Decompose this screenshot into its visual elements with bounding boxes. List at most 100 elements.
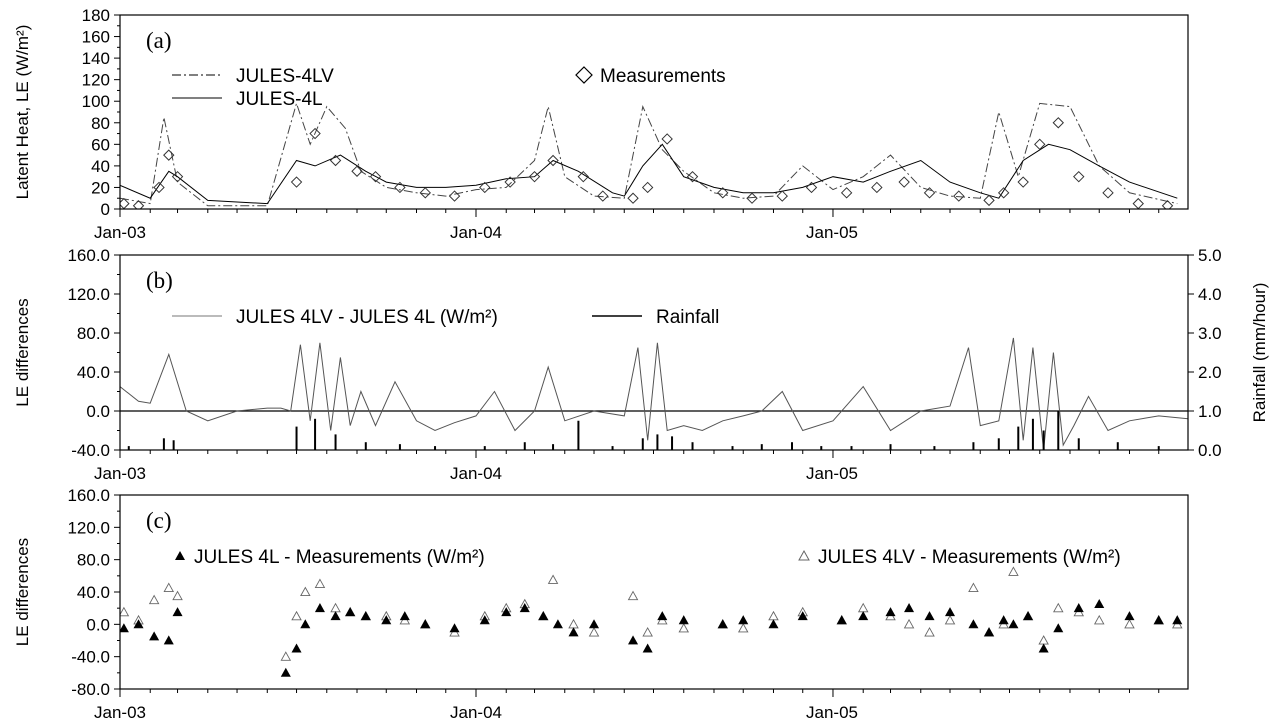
point-jules-4l-minus-measurements xyxy=(945,607,956,617)
measurement-point xyxy=(132,200,145,209)
y-tick-label: 140 xyxy=(82,49,110,68)
measurement-point xyxy=(153,181,165,194)
legend-label-rainfall: Rainfall xyxy=(656,307,719,328)
y-tick-label: -40.0 xyxy=(71,648,110,667)
y-tick-label: -40.0 xyxy=(71,441,110,460)
point-jules-4l-minus-measurements xyxy=(280,667,291,677)
point-jules-4l-minus-measurements xyxy=(628,635,639,645)
point-jules-4lv-minus-measurements xyxy=(588,626,600,637)
legend-label-jules-4l-minus-measurements: JULES 4L - Measurements (W/m²) xyxy=(194,547,485,568)
measurement-point xyxy=(290,176,303,188)
point-jules-4lv-minus-measurements xyxy=(120,606,130,617)
point-jules-4lv-minus-measurements xyxy=(148,594,160,605)
point-jules-4l-minus-measurements xyxy=(1153,615,1164,625)
plot-frame xyxy=(119,254,1189,451)
point-jules-4lv-minus-measurements xyxy=(1053,602,1064,613)
point-jules-4l-minus-measurements xyxy=(120,623,129,633)
point-jules-4l-minus-measurements xyxy=(552,619,563,629)
point-jules-4l-minus-measurements xyxy=(1124,611,1135,621)
point-jules-4lv-minus-measurements xyxy=(1038,635,1049,645)
plot-area xyxy=(120,337,1188,450)
y-tick-label: 0 xyxy=(101,200,110,219)
legend-swatch-measurements xyxy=(575,66,593,84)
legend-swatch-jules-4lv-minus-measurements xyxy=(798,549,810,561)
measurement-point xyxy=(394,181,406,194)
point-jules-4lv-minus-measurements xyxy=(1008,566,1019,576)
series-line-jules-4lv xyxy=(120,101,1178,207)
y-tick-label: 40.0 xyxy=(77,583,110,602)
y-tick-label: 160.0 xyxy=(67,246,110,265)
point-jules-4l-minus-measurements xyxy=(420,619,431,629)
point-jules-4l-minus-measurements xyxy=(968,619,979,629)
point-jules-4l-minus-measurements xyxy=(768,619,779,629)
measurement-point xyxy=(641,181,654,194)
measurement-point xyxy=(871,181,883,194)
measurement-point xyxy=(717,187,729,199)
point-jules-4l-minus-measurements xyxy=(149,631,160,641)
legend-label-difference: JULES 4LV - JULES 4L (W/m²) xyxy=(236,307,498,328)
measurement-point xyxy=(163,149,175,161)
point-jules-4lv-minus-measurements xyxy=(627,590,639,601)
measurement-point xyxy=(686,170,699,183)
panel-c: -80.0 -40.0 0.0 40.0 80.0 120.0 160.0 Jan-03 Jan… xyxy=(13,486,1189,722)
legend-label-measurements: Measurements xyxy=(600,66,726,87)
y-tick-label: 180 xyxy=(82,6,110,25)
measurement-point xyxy=(627,192,639,204)
point-jules-4lv-minus-measurements xyxy=(642,626,653,637)
point-jules-4l-minus-measurements xyxy=(172,607,183,617)
point-jules-4l-minus-measurements xyxy=(381,615,392,625)
measurement-point xyxy=(898,176,910,188)
x-tick-label: Jan-05 xyxy=(806,223,858,242)
point-jules-4lv-minus-measurements xyxy=(547,574,559,584)
point-jules-4l-minus-measurements xyxy=(133,619,144,629)
measurement-point xyxy=(953,190,965,202)
y-tick-label: 0.0 xyxy=(86,402,110,421)
point-jules-4l-minus-measurements xyxy=(998,615,1009,625)
point-jules-4l-minus-measurements xyxy=(1023,611,1034,621)
measurement-point xyxy=(1161,200,1174,209)
point-jules-4l-minus-measurements xyxy=(538,611,549,621)
point-jules-4lv-minus-measurements xyxy=(568,618,579,629)
y-tick-label: 40 xyxy=(91,157,110,176)
y-tick-label: 120 xyxy=(82,71,110,90)
y2-tick-label: 4.0 xyxy=(1198,285,1222,304)
y-axis-label: LE differences xyxy=(13,298,32,406)
legend-label-jules-4l: JULES-4L xyxy=(236,89,323,110)
measurement-point xyxy=(840,187,853,199)
y-tick-label: 80 xyxy=(91,114,110,133)
point-jules-4l-minus-measurements xyxy=(642,643,653,653)
measurement-point xyxy=(1017,176,1029,188)
point-jules-4l-minus-measurements xyxy=(885,607,896,617)
measurement-point xyxy=(1102,187,1114,199)
y-tick-label: -80.0 xyxy=(71,680,110,699)
y-tick-label: 160.0 xyxy=(67,486,110,505)
y-tick-label: 20 xyxy=(91,178,110,197)
x-tick-label: Jan-05 xyxy=(806,703,858,722)
point-jules-4l-minus-measurements xyxy=(984,627,995,637)
panel-a: 0 20 40 60 80 100 120 140 160 180 Jan-03 Jan-04 Jan-… xyxy=(13,6,1189,242)
x-tick-label: Jan-04 xyxy=(450,223,502,242)
point-jules-4lv-minus-measurements xyxy=(678,622,690,633)
measurement-point xyxy=(746,192,758,204)
legend-swatch-jules-4l-minus-measurements xyxy=(175,551,185,560)
measurement-point xyxy=(923,187,936,199)
measurement-point xyxy=(983,194,995,207)
measurement-point xyxy=(369,170,382,183)
point-jules-4lv-minus-measurements xyxy=(737,622,749,633)
point-jules-4l-minus-measurements xyxy=(1172,615,1183,625)
point-jules-4l-minus-measurements xyxy=(589,619,600,629)
measurement-point xyxy=(997,187,1010,199)
measurement-point xyxy=(577,170,589,183)
point-jules-4lv-minus-measurements xyxy=(291,610,302,621)
measurement-point xyxy=(776,190,788,202)
plot-area xyxy=(120,101,1178,209)
y2-tick-label: 1.0 xyxy=(1198,402,1222,421)
measurement-point xyxy=(661,133,673,145)
y2-tick-label: 0.0 xyxy=(1198,441,1222,460)
y-tick-label: 40.0 xyxy=(77,363,110,382)
legend-label-jules-4lv-minus-measurements: JULES 4LV - Measurements (W/m²) xyxy=(818,547,1121,568)
point-jules-4lv-minus-measurements xyxy=(1093,614,1105,625)
x-tick-label: Jan-04 xyxy=(450,703,502,722)
point-jules-4l-minus-measurements xyxy=(657,611,668,621)
plot-frame xyxy=(119,14,1189,210)
